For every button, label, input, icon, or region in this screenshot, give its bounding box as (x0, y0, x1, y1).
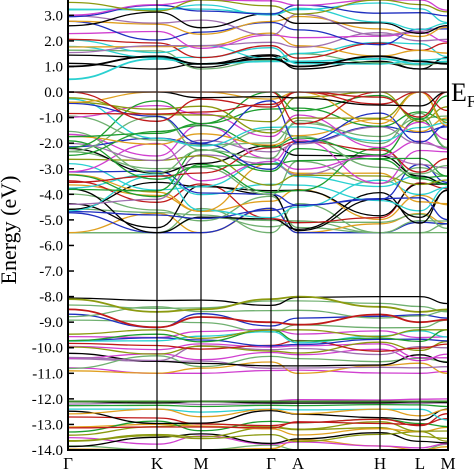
bands-layer (67, 0, 449, 451)
y-tick-label-9: -6.0 (39, 238, 63, 254)
y-tick-label-8: -5.0 (39, 213, 63, 229)
y-tick-label-7: -4.0 (39, 187, 63, 203)
y-tick-label-0: 3.0 (44, 8, 63, 24)
band-line-90 (67, 435, 449, 449)
band-line-101 (67, 408, 449, 418)
y-tick-label-11: -8.0 (39, 290, 63, 306)
fermi-label-main: E (451, 78, 467, 107)
y-axis: 3.0 2.0 1.0 0.0 -1.0 -2.0 -3.0 -4.0 -5.0 -6.0 -7.0… (32, 8, 74, 459)
y-tick-label-5: -2.0 (39, 136, 63, 152)
band-line-18 (67, 216, 449, 234)
y-tick-label-16: -13.0 (32, 417, 63, 433)
fermi-level-label: EF (451, 78, 474, 111)
k-point-label-3: Γ (266, 454, 276, 473)
k-point-label-2: M (193, 454, 208, 473)
band-line-99 (67, 408, 449, 425)
band-line-84 (67, 403, 449, 408)
y-tick-label-12: -9.0 (39, 315, 63, 331)
k-point-label-1: K (151, 454, 164, 473)
y-tick-label-6: -3.0 (39, 162, 63, 178)
y-axis-title: Energy (eV) (0, 176, 21, 285)
k-point-label-0: Γ (63, 454, 73, 473)
k-point-lines (156, 0, 421, 450)
k-point-label-5: H (374, 454, 386, 473)
band-line-78 (67, 340, 449, 355)
k-point-label-7: M (440, 454, 455, 473)
fermi-label-sub: F (467, 92, 474, 111)
y-tick-label-15: -12.0 (32, 392, 63, 408)
k-point-label-6: L (415, 454, 425, 473)
k-point-label-4: A (292, 454, 305, 473)
y-tick-label-13: -10.0 (32, 341, 63, 357)
y-tick-label-17: -14.0 (32, 443, 63, 459)
plot-frame (67, 0, 449, 451)
y-tick-label-1: 2.0 (44, 34, 63, 50)
y-tick-label-10: -7.0 (39, 264, 63, 280)
y-tick-label-4: -1.0 (39, 111, 63, 127)
y-tick-label-14: -11.0 (32, 366, 63, 382)
y-tick-label-3: 0.0 (44, 85, 63, 101)
y-tick-label-2: 1.0 (44, 59, 63, 75)
